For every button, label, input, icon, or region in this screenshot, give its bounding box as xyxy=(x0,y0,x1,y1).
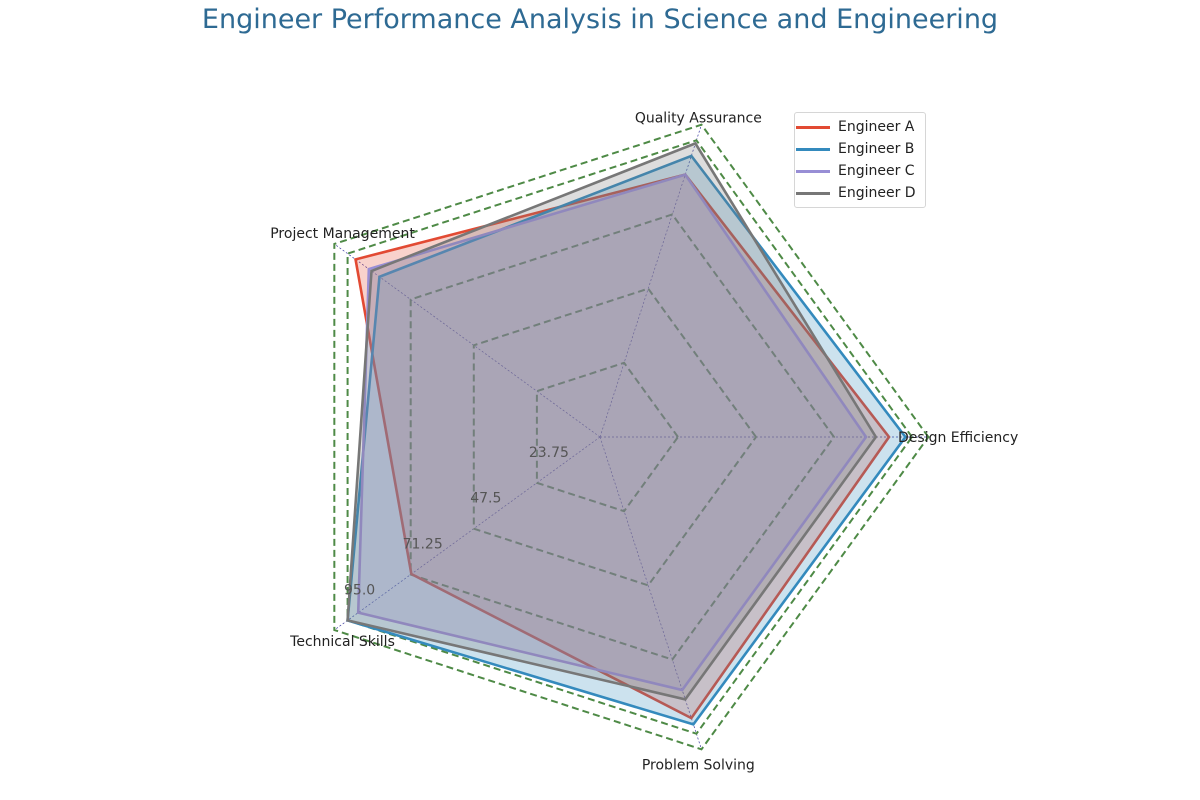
legend-item-2: Engineer B xyxy=(795,138,925,160)
axis-label-1: Quality Assurance xyxy=(635,110,762,126)
axis-label-3: Technical Skills xyxy=(289,634,395,650)
grid-ring-4 xyxy=(333,123,930,751)
axis-label-4: Problem Solving xyxy=(642,758,755,774)
legend-label-3: Engineer C xyxy=(838,163,915,179)
legend-swatch-3 xyxy=(796,169,830,173)
legend: Engineer A Engineer B Engineer C Engineer D xyxy=(794,112,926,208)
chart-title: Engineer Performance Analysis in Science… xyxy=(201,4,999,35)
grid-ring-2 xyxy=(409,213,836,661)
label-layer: Design Efficiency Quality Assurance Projec… xyxy=(270,110,1018,773)
grid-ring-1 xyxy=(472,287,758,587)
legend-label-4: Engineer D xyxy=(838,185,916,201)
legend-label-2: Engineer B xyxy=(838,141,915,157)
r-tick-label-0: 23.75 xyxy=(529,445,569,461)
r-tick-label-3: 95.0 xyxy=(344,582,375,598)
series-1-area xyxy=(354,173,891,720)
series-4-area xyxy=(346,141,878,701)
legend-swatch-2 xyxy=(796,147,830,151)
r-tick-label-1: 47.5 xyxy=(470,491,501,507)
legend-label-1: Engineer A xyxy=(838,119,915,135)
series-3-area xyxy=(356,173,868,692)
legend-item-1: Engineer A xyxy=(795,116,925,138)
grid-ring-3 xyxy=(346,139,914,735)
legend-item-4: Engineer D xyxy=(795,182,925,204)
spoke-3 xyxy=(334,436,601,630)
legend-swatch-1 xyxy=(796,125,830,129)
legend-swatch-4 xyxy=(796,191,830,195)
spoke-1 xyxy=(599,125,702,438)
spoke-4 xyxy=(599,436,702,749)
r-tick-label-2: 71.25 xyxy=(403,537,443,553)
axis-label-0: Design Efficiency xyxy=(898,430,1018,446)
axis-label-2: Project Management xyxy=(270,226,415,242)
legend-item-3: Engineer C xyxy=(795,160,925,182)
grid-layer xyxy=(333,123,930,751)
series-layer xyxy=(346,141,908,726)
